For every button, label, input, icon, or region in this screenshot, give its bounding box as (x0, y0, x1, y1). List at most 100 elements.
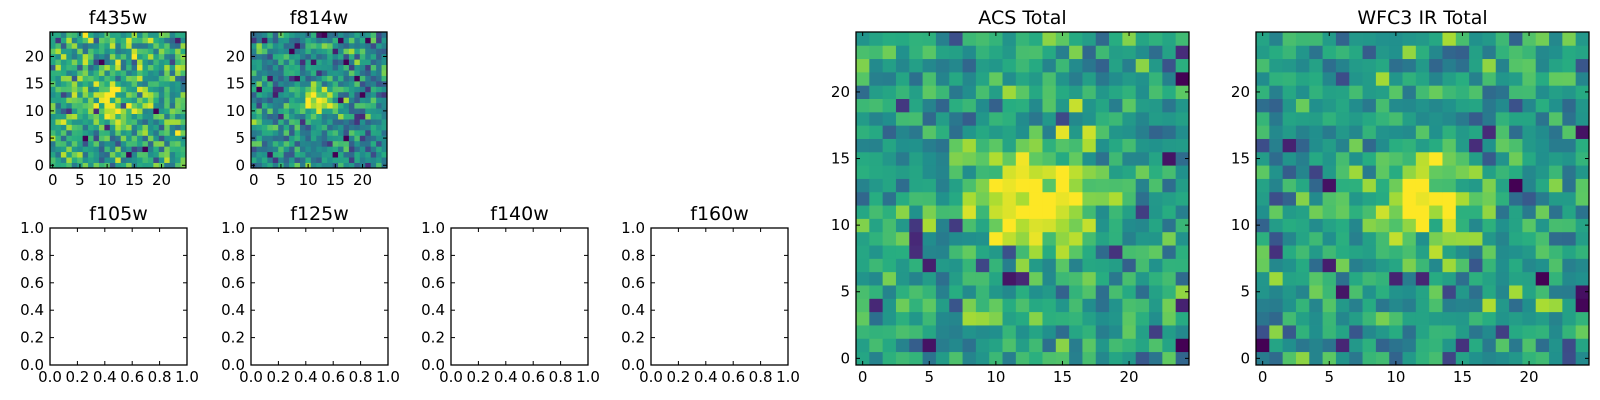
heatmap-cell (261, 108, 268, 114)
heatmap-cell (1402, 258, 1417, 273)
heatmap-cell (104, 124, 111, 131)
heatmap-cell (359, 124, 366, 131)
heatmap-cell (310, 64, 317, 71)
heatmap-cell (1069, 71, 1083, 86)
heatmap-cell (1549, 205, 1563, 219)
heatmap-cell (1109, 285, 1123, 299)
heatmap-cell (1455, 338, 1470, 353)
heatmap-cell (82, 70, 89, 76)
heatmap-cell (1469, 85, 1483, 99)
heatmap-cell (376, 80, 382, 87)
heatmap-cell (142, 91, 149, 98)
heatmap-cell (158, 97, 165, 104)
heatmap-cell (142, 113, 149, 120)
heatmap-cell (1549, 245, 1563, 259)
heatmap-cell (256, 37, 263, 44)
heatmap-cell (1415, 285, 1430, 299)
heatmap-cell (1042, 125, 1057, 139)
heatmap-cell (55, 124, 62, 131)
heatmap-cell (321, 129, 328, 136)
heatmap-cell (256, 48, 263, 55)
heatmap-cell (882, 231, 897, 246)
heatmap-cell (321, 157, 328, 163)
heatmap-cell (1335, 271, 1350, 286)
heatmap-cell (1375, 245, 1390, 259)
heatmap-cell (66, 129, 73, 136)
heatmap-cell (1256, 178, 1270, 193)
heatmap-cell (131, 129, 138, 136)
heatmap-cell (1069, 298, 1083, 313)
heatmap-cell (104, 108, 111, 114)
heatmap-cell (305, 42, 312, 49)
heatmap-cell (370, 135, 377, 142)
heatmap-cell (1069, 32, 1083, 46)
heatmap-cell (126, 119, 132, 125)
heatmap-cell (869, 32, 884, 46)
heatmap-cell (77, 146, 84, 153)
heatmap-cell (1362, 205, 1377, 219)
heatmap-cell (869, 98, 884, 113)
heatmap-cell (882, 165, 897, 179)
heatmap-cell (1256, 85, 1270, 99)
x-tick-label: 0.4 (93, 368, 117, 386)
heatmap-cell (283, 48, 290, 55)
heatmap-cell (1095, 271, 1110, 286)
heatmap-cell (131, 157, 138, 163)
heatmap-cell (98, 102, 105, 109)
heatmap-cell (256, 129, 263, 136)
heatmap-cell (289, 70, 295, 76)
heatmap-cell (856, 58, 870, 73)
heatmap-cell (66, 108, 73, 114)
heatmap-cell (93, 53, 100, 60)
heatmap-cell (272, 135, 279, 142)
heatmap-cell (338, 53, 344, 60)
heatmap-cell (949, 311, 963, 326)
heatmap-cell (1575, 45, 1590, 60)
heatmap-cell (962, 258, 977, 273)
heatmap-cell (989, 205, 1003, 219)
heatmap-cell (321, 124, 328, 131)
heatmap-cell (131, 97, 138, 104)
heatmap-cell (142, 146, 149, 153)
heatmap-cell (175, 124, 181, 131)
heatmap-cell (1269, 285, 1284, 299)
heatmap-cell (77, 48, 84, 55)
heatmap-cell (1429, 231, 1443, 246)
heatmap-cell (343, 157, 350, 163)
x-tick-label: 15 (1053, 368, 1072, 386)
heatmap-cell (142, 32, 149, 38)
heatmap-cell (1429, 32, 1443, 46)
heatmap-cell (305, 140, 312, 147)
heatmap-cell (169, 32, 176, 38)
heatmap-cell (267, 151, 274, 158)
x-tick-label: 0.4 (294, 368, 318, 386)
heatmap-cell (98, 91, 105, 98)
heatmap-cell (1256, 231, 1270, 246)
heatmap-cell (1069, 311, 1083, 326)
heatmap-cell (1069, 98, 1083, 113)
heatmap-cell (1162, 165, 1177, 179)
heatmap-cell (1402, 165, 1417, 179)
heatmap-cell (55, 91, 62, 98)
x-tick-label: 20 (1120, 368, 1139, 386)
heatmap-cell (1375, 45, 1390, 60)
heatmap-cell (283, 80, 290, 87)
heatmap-cell (71, 97, 78, 104)
heatmap-cell (131, 80, 138, 87)
heatmap-cell (1362, 218, 1377, 233)
heatmap-cell (1482, 325, 1497, 339)
heatmap-cell (316, 124, 323, 131)
heatmap-cell (310, 59, 317, 66)
heatmap-cell (115, 59, 122, 66)
heatmap-cell (962, 298, 977, 313)
heatmap-cell (338, 75, 344, 82)
heatmap-cell (1349, 58, 1363, 73)
heatmap-cell (158, 75, 165, 82)
heatmap-cell (1522, 338, 1537, 353)
heatmap-cell (142, 42, 149, 49)
heatmap-cell (381, 146, 388, 153)
heatmap-cell (1335, 32, 1350, 46)
heatmap-cell (1335, 205, 1350, 219)
heatmap-cell (359, 53, 366, 60)
heatmap-cell (1322, 191, 1337, 206)
